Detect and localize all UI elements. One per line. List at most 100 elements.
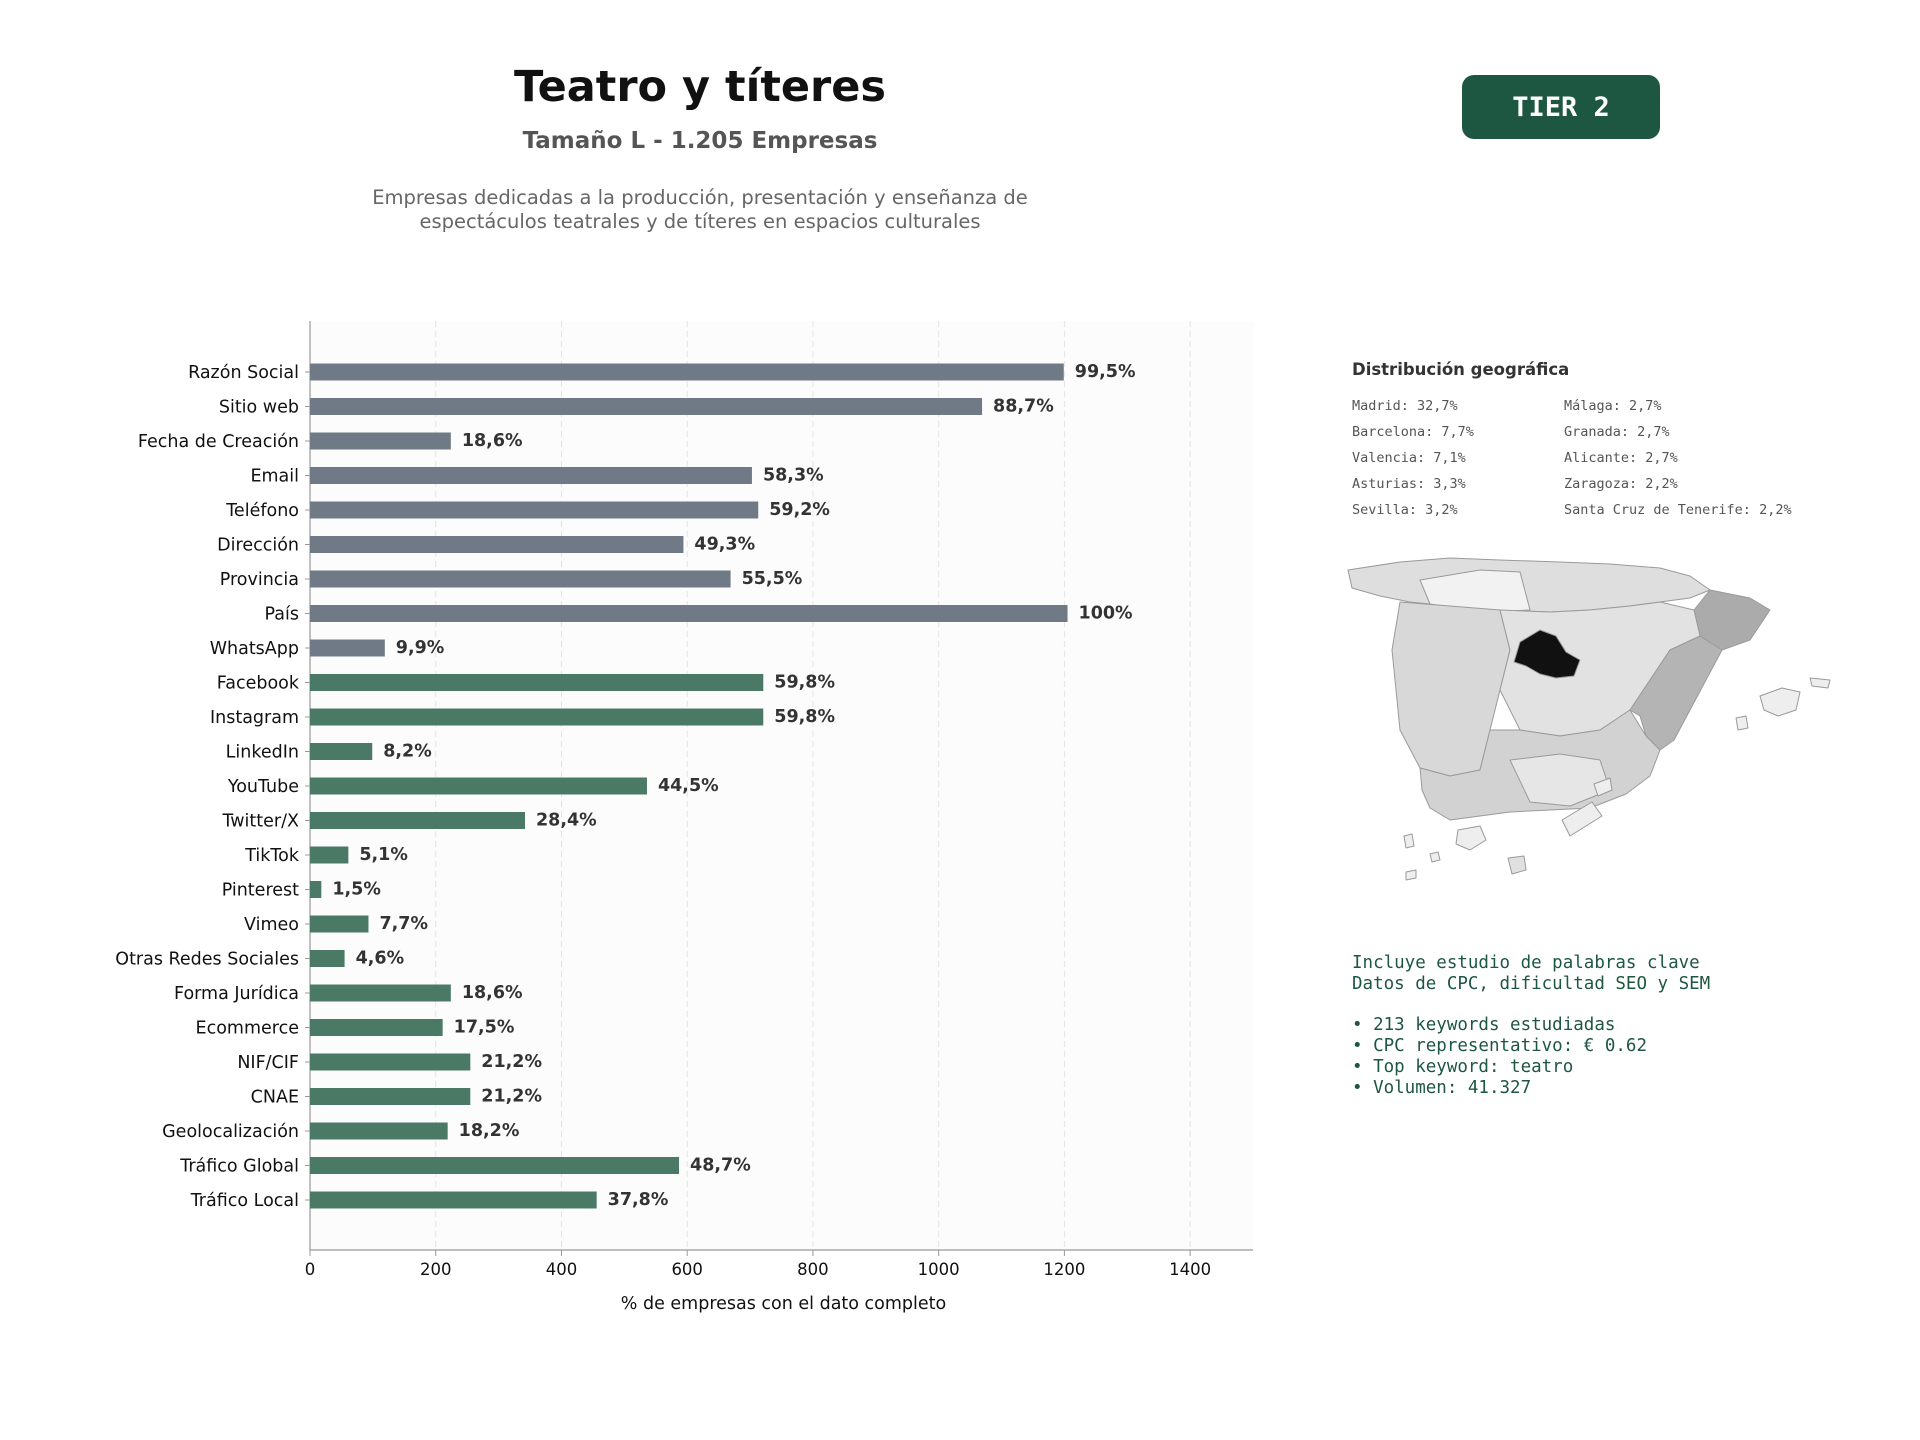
- y-tick-label: Twitter/X: [221, 812, 299, 832]
- geo-entry: Granada: 2,7%: [1564, 424, 1670, 440]
- x-tick-label: 1200: [1043, 1260, 1085, 1279]
- data-label: 49,3%: [694, 535, 755, 555]
- geo-entry: Barcelona: 7,7%: [1352, 424, 1474, 440]
- description-line-1: Empresas dedicadas a la producción, pres…: [372, 186, 1028, 209]
- x-tick-label: 800: [797, 1260, 829, 1279]
- bar: [310, 1019, 443, 1036]
- data-label: 9,9%: [396, 638, 445, 658]
- y-tick-label: Sitio web: [219, 398, 299, 418]
- map-island-la-gomera: [1429, 851, 1441, 863]
- x-tick-label: 400: [546, 1260, 578, 1279]
- x-axis-label: % de empresas con el dato completo: [621, 1294, 946, 1314]
- y-tick-label: Teléfono: [225, 501, 299, 521]
- x-tick-label: 600: [671, 1260, 703, 1279]
- bar: [310, 1122, 448, 1140]
- geo-entry: Alicante: 2,7%: [1564, 450, 1678, 466]
- y-tick-label: Tráfico Local: [190, 1191, 299, 1211]
- bar: [310, 674, 764, 691]
- geo-entry: Madrid: 32,7%: [1352, 398, 1458, 414]
- page-description: Empresas dedicadas a la producción, pres…: [300, 186, 1100, 234]
- bar: [310, 432, 451, 450]
- bar: [310, 777, 647, 795]
- y-tick-label: Dirección: [217, 536, 299, 556]
- bar: [310, 639, 385, 657]
- keywords-bullet: • Volumen: 41.327: [1352, 1078, 1532, 1098]
- y-tick-label: Otras Redes Sociales: [115, 950, 299, 970]
- data-label: 21,2%: [481, 1052, 542, 1072]
- bar: [310, 846, 349, 864]
- data-label: 59,8%: [774, 673, 835, 693]
- y-tick-label: YouTube: [227, 777, 299, 797]
- y-tick-label: Geolocalización: [162, 1122, 299, 1142]
- geo-entry: Zaragoza: 2,2%: [1564, 476, 1678, 492]
- map-island-la-palma: [1403, 833, 1415, 849]
- map-island-gran-canaria: [1507, 855, 1527, 875]
- spain-map: [1347, 557, 1831, 881]
- y-tick-label: Facebook: [217, 674, 300, 694]
- geo-entry: Valencia: 7,1%: [1352, 450, 1466, 466]
- bar: [310, 363, 1064, 381]
- data-label: 28,4%: [536, 811, 597, 831]
- x-tick-label: 1000: [918, 1260, 960, 1279]
- map-island-ibiza: [1735, 715, 1749, 731]
- y-tick-label: TikTok: [244, 846, 300, 866]
- data-label: 18,6%: [462, 983, 523, 1003]
- keywords-bullet: • CPC representativo: € 0.62: [1352, 1036, 1648, 1056]
- bar: [310, 915, 369, 933]
- geo-entry: Asturias: 3,3%: [1352, 476, 1466, 492]
- bar: [310, 398, 983, 415]
- bar: [310, 950, 345, 967]
- y-tick-label: Provincia: [220, 570, 299, 590]
- bar: [310, 984, 451, 1002]
- y-tick-label: Instagram: [210, 708, 299, 728]
- map-island-mallorca: [1759, 687, 1801, 717]
- data-label: 7,7%: [379, 914, 428, 934]
- map-island-tenerife: [1455, 825, 1487, 851]
- y-tick-label: Pinterest: [222, 881, 299, 901]
- data-label: 59,8%: [774, 707, 835, 727]
- bar: [310, 605, 1068, 622]
- data-label: 58,3%: [763, 466, 824, 486]
- keywords-panel: Incluye estudio de palabras clave Datos …: [1352, 953, 1710, 1099]
- map-island-el-hierro: [1405, 869, 1417, 881]
- data-label: 17,5%: [454, 1018, 515, 1038]
- bar: [310, 536, 684, 553]
- y-tick-label: WhatsApp: [210, 639, 299, 659]
- y-tick-label: LinkedIn: [226, 743, 299, 763]
- geo-entry: Santa Cruz de Tenerife: 2,2%: [1564, 502, 1792, 518]
- map-island-menorca: [1809, 677, 1831, 689]
- data-label: 21,2%: [481, 1087, 542, 1107]
- data-label: 37,8%: [608, 1190, 669, 1210]
- x-tick-label: 0: [305, 1260, 316, 1279]
- page-title: Teatro y títeres: [513, 62, 887, 112]
- map-region-valencia: [1629, 635, 1723, 751]
- data-label: 4,6%: [356, 949, 405, 969]
- keywords-intro-line: Incluye estudio de palabras clave: [1352, 953, 1700, 973]
- description-line-2: espectáculos teatrales y de títeres en e…: [419, 210, 981, 233]
- x-tick-label: 1400: [1169, 1260, 1211, 1279]
- y-tick-label: Email: [250, 467, 299, 487]
- map-island-lanzarote: [1593, 777, 1613, 797]
- bar: [310, 743, 373, 760]
- data-label: 5,1%: [359, 845, 408, 865]
- data-label: 55,5%: [742, 569, 803, 589]
- keywords-bullet: • 213 keywords estudiadas: [1352, 1015, 1616, 1035]
- y-tick-label: Vimeo: [244, 915, 299, 935]
- bar: [310, 1157, 680, 1174]
- bar-chart: Razón Social 99,5% Sitio web 88,7% Fecha de …: [115, 321, 1253, 1314]
- y-tick-label: Fecha de Creación: [138, 432, 299, 452]
- y-tick-label: CNAE: [251, 1088, 299, 1108]
- geo-entry: Málaga: 2,7%: [1564, 398, 1662, 414]
- bar: [310, 708, 764, 726]
- y-tick-label: NIF/CIF: [237, 1053, 299, 1073]
- data-label: 48,7%: [690, 1156, 751, 1176]
- data-label: 8,2%: [383, 742, 432, 762]
- data-label: 44,5%: [658, 776, 719, 796]
- geo-distribution-title: Distribución geográfica: [1352, 360, 1570, 379]
- y-tick-label: Razón Social: [188, 363, 299, 383]
- x-tick-label: 200: [420, 1260, 452, 1279]
- map-region-madrid: [1513, 629, 1581, 679]
- bar: [310, 812, 526, 829]
- data-label: 1,5%: [332, 880, 381, 900]
- bar: [310, 467, 752, 484]
